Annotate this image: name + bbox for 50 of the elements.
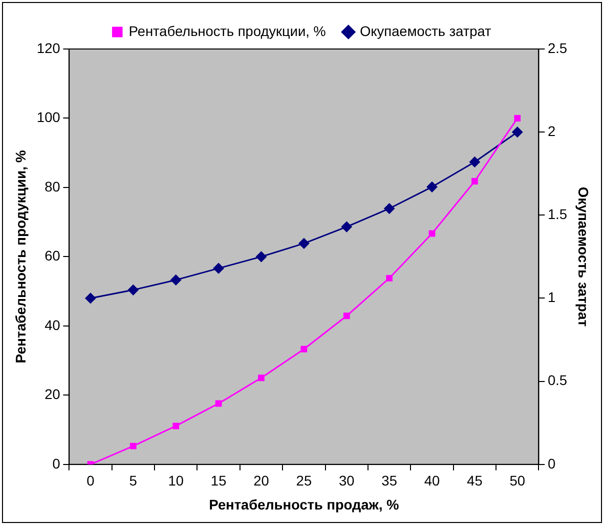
point (130, 442, 136, 450)
point (298, 238, 310, 249)
point (341, 222, 352, 232)
point (386, 274, 393, 282)
y-tick-label: 60 (44, 248, 60, 264)
point (170, 274, 182, 286)
point (343, 312, 350, 320)
y-tick-label: 20 (44, 386, 60, 402)
point (213, 263, 224, 274)
y2-tick-label: 2 (548, 122, 556, 139)
point (428, 230, 436, 237)
point (514, 115, 521, 122)
point (128, 284, 138, 296)
y-tick-label: 0 (52, 455, 60, 472)
x-axis-title: Рентабельность продаж, % (208, 496, 400, 512)
x-tick-label: 25 (296, 472, 312, 489)
point (85, 292, 96, 304)
y-tick-label: 120 (36, 40, 60, 56)
point (256, 251, 267, 262)
x-tick-label: 20 (253, 472, 270, 489)
point (469, 156, 480, 168)
y2-axis-title: Окупаемость затрат (576, 186, 592, 327)
x-tick-label: 40 (424, 472, 440, 489)
point (471, 178, 478, 184)
point (512, 126, 523, 138)
x-tick-label: 15 (210, 472, 227, 489)
y2-tick-label: 0 (548, 455, 556, 472)
y2-tick-label: 1 (548, 289, 556, 306)
y-axis-title: Рентабельность продукции, % (12, 150, 28, 364)
point (384, 203, 395, 214)
x-tick-label: 45 (466, 472, 483, 489)
y2-tick-label: 1.5 (548, 206, 568, 222)
legend-label: Окупаемость затрат (360, 22, 492, 39)
point (215, 400, 222, 407)
x-tick-label: 30 (338, 472, 355, 489)
point (300, 346, 308, 352)
point (258, 374, 264, 382)
legend-label: Рентабельность продукции, % (128, 22, 326, 39)
y-tick-label: 40 (44, 316, 60, 333)
x-tick-label: 5 (129, 472, 138, 489)
y-tick-label: 80 (44, 178, 60, 194)
x-tick-label: 35 (382, 472, 398, 489)
point (426, 182, 438, 192)
point (172, 422, 180, 430)
x-tick-label: 50 (510, 472, 526, 489)
y2-tick-label: 2.5 (548, 40, 568, 56)
y-tick-label: 100 (36, 109, 60, 126)
y2-tick-label: 0.5 (548, 372, 568, 388)
x-tick-label: 0 (86, 472, 95, 489)
x-tick-label: 10 (168, 472, 184, 489)
